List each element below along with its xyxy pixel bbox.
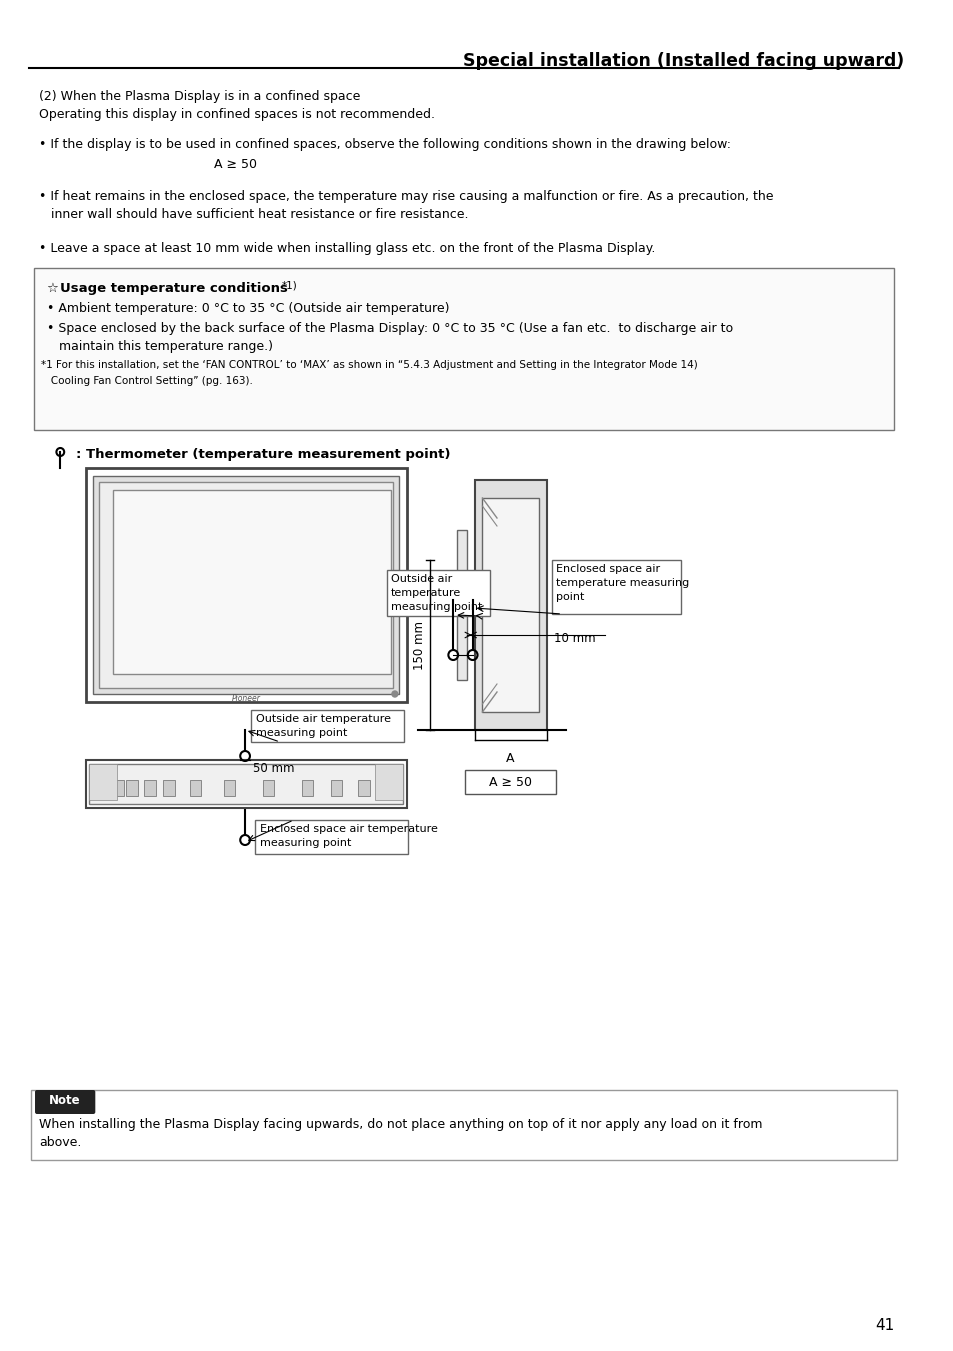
Text: above.: above. — [39, 1136, 81, 1148]
Text: measuring point: measuring point — [391, 603, 482, 612]
Bar — [31, 1090, 896, 1161]
Bar — [112, 490, 391, 674]
Text: • If the display is to be used in confined spaces, observe the following conditi: • If the display is to be used in confin… — [39, 138, 730, 151]
Text: inner wall should have sufficient heat resistance or fire resistance.: inner wall should have sufficient heat r… — [39, 208, 468, 222]
Bar — [552, 561, 680, 613]
Text: Operating this display in confined spaces is not recommended.: Operating this display in confined space… — [39, 108, 435, 122]
Text: A: A — [506, 753, 515, 765]
Text: *1): *1) — [282, 280, 297, 290]
Text: A ≥ 50: A ≥ 50 — [213, 158, 256, 172]
Text: • If heat remains in the enclosed space, the temperature may rise causing a malf: • If heat remains in the enclosed space,… — [39, 190, 773, 203]
Bar — [482, 499, 538, 712]
Text: measuring point: measuring point — [259, 838, 351, 848]
Bar — [127, 780, 138, 796]
Text: Enclosed space air: Enclosed space air — [556, 563, 659, 574]
FancyBboxPatch shape — [375, 765, 402, 800]
Bar — [331, 780, 342, 796]
Text: Note: Note — [50, 1094, 81, 1108]
Bar — [97, 780, 109, 796]
Text: A ≥ 50: A ≥ 50 — [489, 775, 532, 789]
FancyBboxPatch shape — [35, 1090, 95, 1115]
Text: 150 mm: 150 mm — [413, 620, 426, 670]
Bar — [163, 780, 175, 796]
Bar — [144, 780, 155, 796]
Bar — [86, 761, 406, 808]
Text: Outside air: Outside air — [391, 574, 452, 584]
Bar — [93, 476, 398, 694]
Bar — [357, 780, 369, 796]
Text: Cooling Fan Control Setting” (pg. 163).: Cooling Fan Control Setting” (pg. 163). — [41, 376, 253, 386]
Bar — [90, 765, 402, 804]
Text: maintain this temperature range.): maintain this temperature range.) — [47, 340, 273, 353]
Bar — [251, 711, 403, 742]
Bar — [112, 780, 123, 796]
Circle shape — [392, 690, 397, 697]
Text: ☆: ☆ — [47, 282, 63, 295]
Text: Outside air temperature: Outside air temperature — [255, 713, 391, 724]
Text: When installing the Plasma Display facing upwards, do not place anything on top : When installing the Plasma Display facin… — [39, 1119, 761, 1131]
Text: Usage temperature conditions: Usage temperature conditions — [60, 282, 288, 295]
Bar — [34, 267, 893, 430]
Text: point: point — [556, 592, 584, 603]
Bar — [86, 467, 406, 703]
Text: temperature measuring: temperature measuring — [556, 578, 689, 588]
Text: 50 mm: 50 mm — [253, 762, 294, 775]
Bar — [99, 482, 393, 688]
Bar — [464, 770, 556, 794]
Text: 10 mm: 10 mm — [554, 632, 596, 644]
FancyBboxPatch shape — [90, 765, 116, 800]
Text: temperature: temperature — [391, 588, 460, 598]
Bar — [254, 820, 408, 854]
Text: 41: 41 — [875, 1319, 894, 1333]
Text: : Thermometer (temperature measurement point): : Thermometer (temperature measurement p… — [76, 449, 450, 461]
Bar — [223, 780, 235, 796]
Text: • Ambient temperature: 0 °C to 35 °C (Outside air temperature): • Ambient temperature: 0 °C to 35 °C (Ou… — [47, 303, 449, 315]
Text: (2) When the Plasma Display is in a confined space: (2) When the Plasma Display is in a conf… — [39, 91, 360, 103]
Bar — [387, 570, 490, 616]
Bar — [262, 780, 274, 796]
Text: Special installation (Installed facing upward): Special installation (Installed facing u… — [463, 51, 903, 70]
Text: • Space enclosed by the back surface of the Plasma Display: 0 °C to 35 °C (Use a: • Space enclosed by the back surface of … — [47, 322, 732, 335]
Bar — [301, 780, 313, 796]
Text: Enclosed space air temperature: Enclosed space air temperature — [259, 824, 437, 834]
Bar — [456, 530, 466, 680]
Bar — [475, 480, 546, 730]
Text: Pioneer: Pioneer — [232, 694, 260, 703]
Text: measuring point: measuring point — [255, 728, 347, 738]
Bar — [190, 780, 201, 796]
Text: • Leave a space at least 10 mm wide when installing glass etc. on the front of t: • Leave a space at least 10 mm wide when… — [39, 242, 655, 255]
Text: *1 For this installation, set the ‘FAN CONTROL’ to ‘MAX’ as shown in “5.4.3 Adju: *1 For this installation, set the ‘FAN C… — [41, 359, 697, 370]
